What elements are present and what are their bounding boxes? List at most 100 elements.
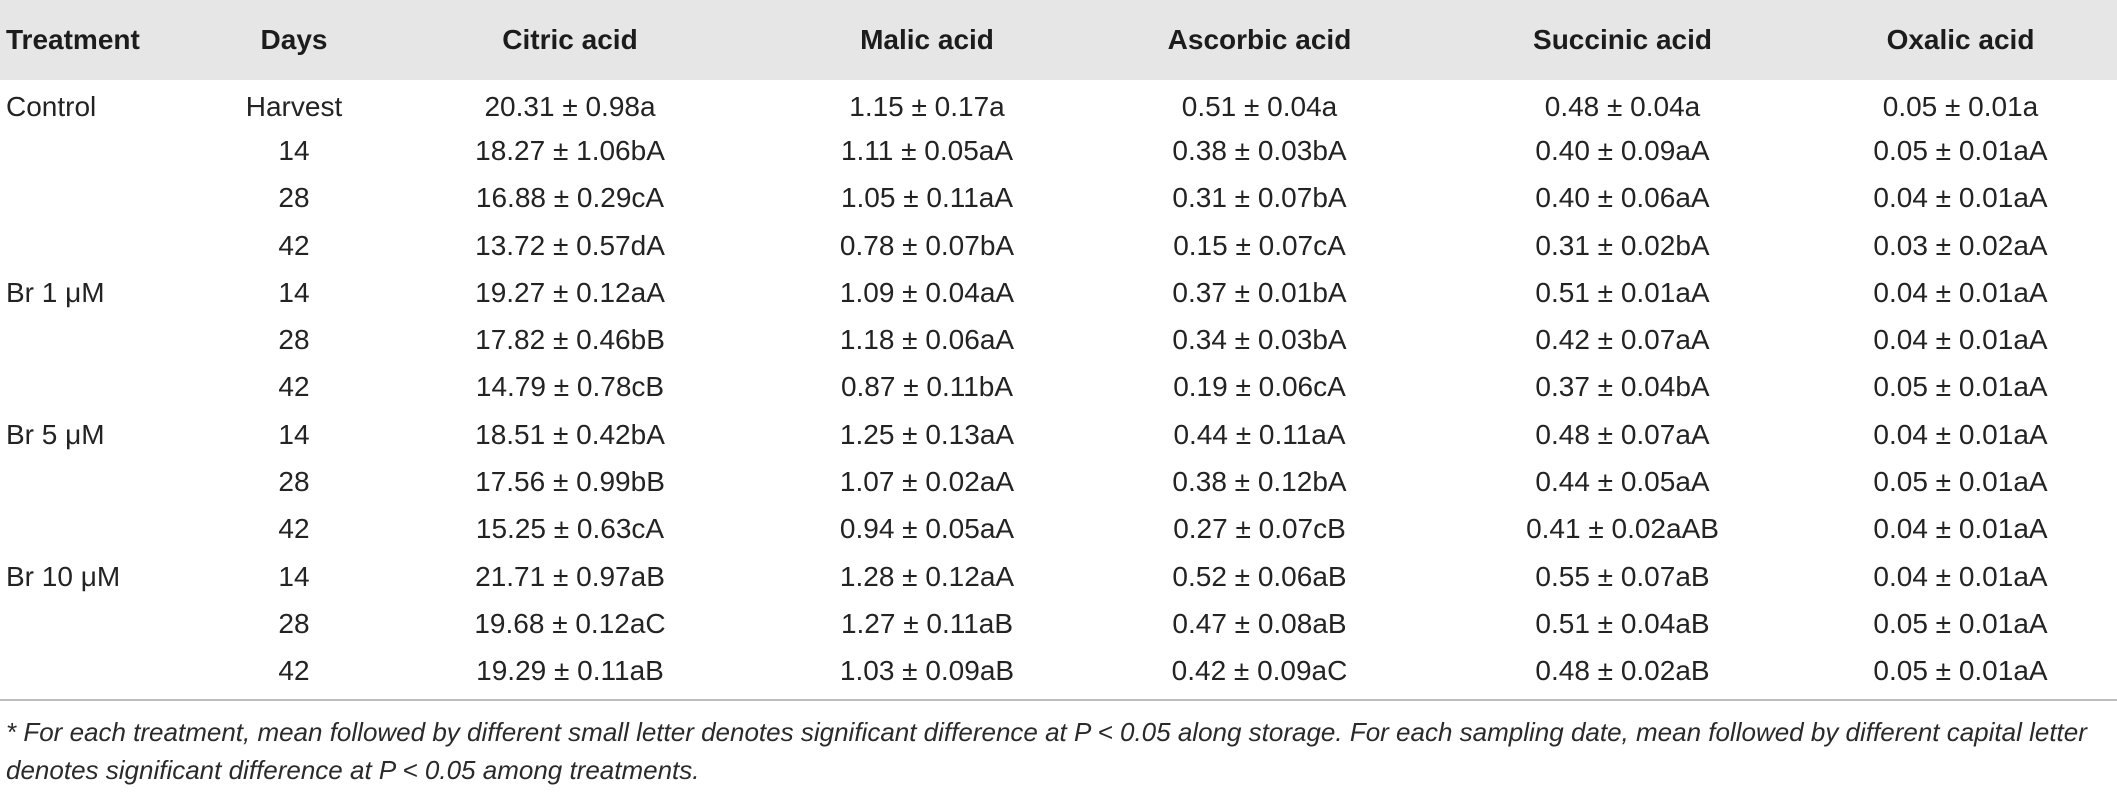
cell-malic-acid: 1.11 ± 0.05aA	[840, 134, 1014, 166]
header-oxalic-acid: Oxalic acid	[1804, 0, 2117, 80]
cell-succinic-acid: 0.42 ± 0.07aA	[1535, 324, 1710, 356]
table-row: 42 14.79 ± 0.78cB 0.87 ± 0.11bA 0.19 ± 0.06…	[0, 364, 2117, 411]
cell-succinic-acid: 0.37 ± 0.04bA	[1535, 371, 1710, 403]
cell-oxalic-acid: 0.04 ± 0.01aA	[1873, 560, 2048, 592]
cell-days: 14	[278, 560, 310, 592]
cell-ascorbic-acid: 0.34 ± 0.03bA	[1172, 324, 1347, 356]
table-row: 42 13.72 ± 0.57dA 0.78 ± 0.07bA 0.15 ± 0.07…	[0, 222, 2117, 269]
cell-citric-acid: 19.27 ± 0.12aA	[475, 276, 665, 308]
cell-malic-acid: 0.94 ± 0.05aA	[839, 513, 1015, 545]
cell-ascorbic-acid: 0.51 ± 0.04a	[1181, 90, 1338, 122]
cell-ascorbic-acid: 0.27 ± 0.07cB	[1173, 513, 1346, 545]
cell-ascorbic-acid: 0.15 ± 0.07cA	[1173, 229, 1346, 261]
cell-treatment	[0, 648, 224, 695]
cell-ascorbic-acid: 0.47 ± 0.08aB	[1172, 607, 1347, 639]
cell-citric-acid: 17.82 ± 0.46bB	[475, 324, 665, 356]
cell-succinic-acid: 0.55 ± 0.07aB	[1535, 560, 1710, 592]
cell-treatment	[0, 364, 224, 411]
table-body: Control Harvest 20.31 ± 0.98a 1.15 ± 0.17a 0…	[0, 80, 2117, 695]
cell-malic-acid: 0.78 ± 0.07bA	[839, 229, 1015, 261]
cell-treatment	[0, 316, 224, 363]
cell-succinic-acid: 0.48 ± 0.07aA	[1535, 418, 1710, 450]
cell-succinic-acid: 0.41 ± 0.02aAB	[1526, 513, 1719, 545]
cell-citric-acid: 18.51 ± 0.42bA	[475, 418, 665, 450]
cell-ascorbic-acid: 0.37 ± 0.01bA	[1172, 276, 1347, 308]
table-row: Br 1 μM 14 19.27 ± 0.12aA 1.09 ± 0.04aA 0.37…	[0, 269, 2117, 316]
cell-oxalic-acid: 0.04 ± 0.01aA	[1873, 513, 2048, 545]
cell-treatment	[0, 175, 224, 222]
table-row: 42 19.29 ± 0.11aB 1.03 ± 0.09aB 0.42 ± 0.09…	[0, 648, 2117, 695]
cell-oxalic-acid: 0.05 ± 0.01a	[1882, 90, 2039, 122]
table-footnote: * For each treatment, mean followed by d…	[6, 716, 2087, 785]
cell-days: Harvest	[245, 90, 343, 122]
cell-malic-acid: 1.05 ± 0.11aA	[840, 182, 1014, 214]
cell-succinic-acid: 0.40 ± 0.09aA	[1535, 134, 1710, 166]
cell-ascorbic-acid: 0.38 ± 0.03bA	[1172, 134, 1347, 166]
cell-malic-acid: 1.07 ± 0.02aA	[839, 466, 1015, 498]
cell-treatment	[0, 506, 224, 553]
header-malic-acid: Malic acid	[776, 0, 1078, 80]
cell-citric-acid: 16.88 ± 0.29cA	[475, 182, 665, 214]
cell-succinic-acid: 0.48 ± 0.04a	[1544, 90, 1701, 122]
header-row: Treatment Days Citric acid Malic acid As…	[0, 0, 2117, 80]
cell-malic-acid: 0.87 ± 0.11bA	[840, 371, 1014, 403]
cell-citric-acid: 19.68 ± 0.12aC	[474, 607, 666, 639]
cell-citric-acid: 19.29 ± 0.11aB	[476, 655, 664, 687]
cell-oxalic-acid: 0.04 ± 0.01aA	[1873, 418, 2048, 450]
table-row: 28 17.56 ± 0.99bB 1.07 ± 0.02aA 0.38 ± 0.12…	[0, 458, 2117, 505]
cell-succinic-acid: 0.40 ± 0.06aA	[1535, 182, 1710, 214]
cell-treatment: Br 1 μM	[6, 276, 105, 308]
header-ascorbic-acid: Ascorbic acid	[1078, 0, 1441, 80]
cell-days: 42	[278, 513, 310, 545]
header-citric-acid: Citric acid	[364, 0, 776, 80]
table-row: 42 15.25 ± 0.63cA 0.94 ± 0.05aA 0.27 ± 0.07…	[0, 506, 2117, 553]
cell-succinic-acid: 0.48 ± 0.02aB	[1535, 655, 1710, 687]
cell-oxalic-acid: 0.05 ± 0.01aA	[1873, 655, 2048, 687]
organic-acids-table: Treatment Days Citric acid Malic acid As…	[0, 0, 2117, 695]
cell-malic-acid: 1.15 ± 0.17a	[849, 90, 1005, 122]
cell-citric-acid: 14.79 ± 0.78cB	[475, 371, 665, 403]
cell-citric-acid: 15.25 ± 0.63cA	[475, 513, 665, 545]
cell-days: 42	[278, 229, 310, 261]
cell-oxalic-acid: 0.05 ± 0.01aA	[1873, 134, 2048, 166]
cell-days: 14	[278, 418, 310, 450]
cell-days: 28	[278, 324, 310, 356]
cell-malic-acid: 1.28 ± 0.12aA	[839, 560, 1015, 592]
cell-days: 42	[278, 371, 310, 403]
cell-days: 14	[278, 276, 310, 308]
cell-citric-acid: 21.71 ± 0.97aB	[475, 560, 665, 592]
table-row: Control Harvest 20.31 ± 0.98a 1.15 ± 0.17a 0…	[0, 80, 2117, 127]
cell-ascorbic-acid: 0.19 ± 0.06cA	[1173, 371, 1346, 403]
cell-oxalic-acid: 0.04 ± 0.01aA	[1873, 276, 2048, 308]
cell-malic-acid: 1.18 ± 0.06aA	[839, 324, 1015, 356]
cell-malic-acid: 1.09 ± 0.04aA	[839, 276, 1015, 308]
cell-treatment	[0, 222, 224, 269]
table-row: Br 10 μM 14 21.71 ± 0.97aB 1.28 ± 0.12aA 0.5…	[0, 553, 2117, 600]
cell-malic-acid: 1.03 ± 0.09aB	[839, 655, 1015, 687]
table-row: 28 19.68 ± 0.12aC 1.27 ± 0.11aB 0.47 ± 0.08…	[0, 600, 2117, 647]
cell-oxalic-acid: 0.05 ± 0.01aA	[1873, 371, 2048, 403]
cell-treatment	[0, 127, 224, 174]
cell-succinic-acid: 0.51 ± 0.04aB	[1535, 607, 1710, 639]
cell-oxalic-acid: 0.05 ± 0.01aA	[1873, 607, 2048, 639]
cell-days: 28	[278, 182, 310, 214]
cell-days: 28	[278, 607, 310, 639]
cell-treatment: Br 10 μM	[6, 560, 121, 592]
cell-malic-acid: 1.27 ± 0.11aB	[840, 607, 1014, 639]
cell-citric-acid: 17.56 ± 0.99bB	[475, 466, 665, 498]
cell-oxalic-acid: 0.04 ± 0.01aA	[1873, 324, 2048, 356]
cell-treatment	[0, 600, 224, 647]
cell-succinic-acid: 0.44 ± 0.05aA	[1535, 466, 1710, 498]
cell-citric-acid: 20.31 ± 0.98a	[484, 90, 656, 122]
table-row: 28 17.82 ± 0.46bB 1.18 ± 0.06aA 0.34 ± 0.03…	[0, 316, 2117, 363]
cell-days: 42	[278, 655, 310, 687]
header-succinic-acid: Succinic acid	[1441, 0, 1804, 80]
cell-days: 28	[278, 466, 310, 498]
header-days: Days	[224, 0, 364, 80]
cell-ascorbic-acid: 0.38 ± 0.12bA	[1172, 466, 1347, 498]
cell-malic-acid: 1.25 ± 0.13aA	[839, 418, 1015, 450]
cell-treatment	[0, 458, 224, 505]
cell-oxalic-acid: 0.04 ± 0.01aA	[1873, 182, 2048, 214]
cell-succinic-acid: 0.31 ± 0.02bA	[1535, 229, 1710, 261]
